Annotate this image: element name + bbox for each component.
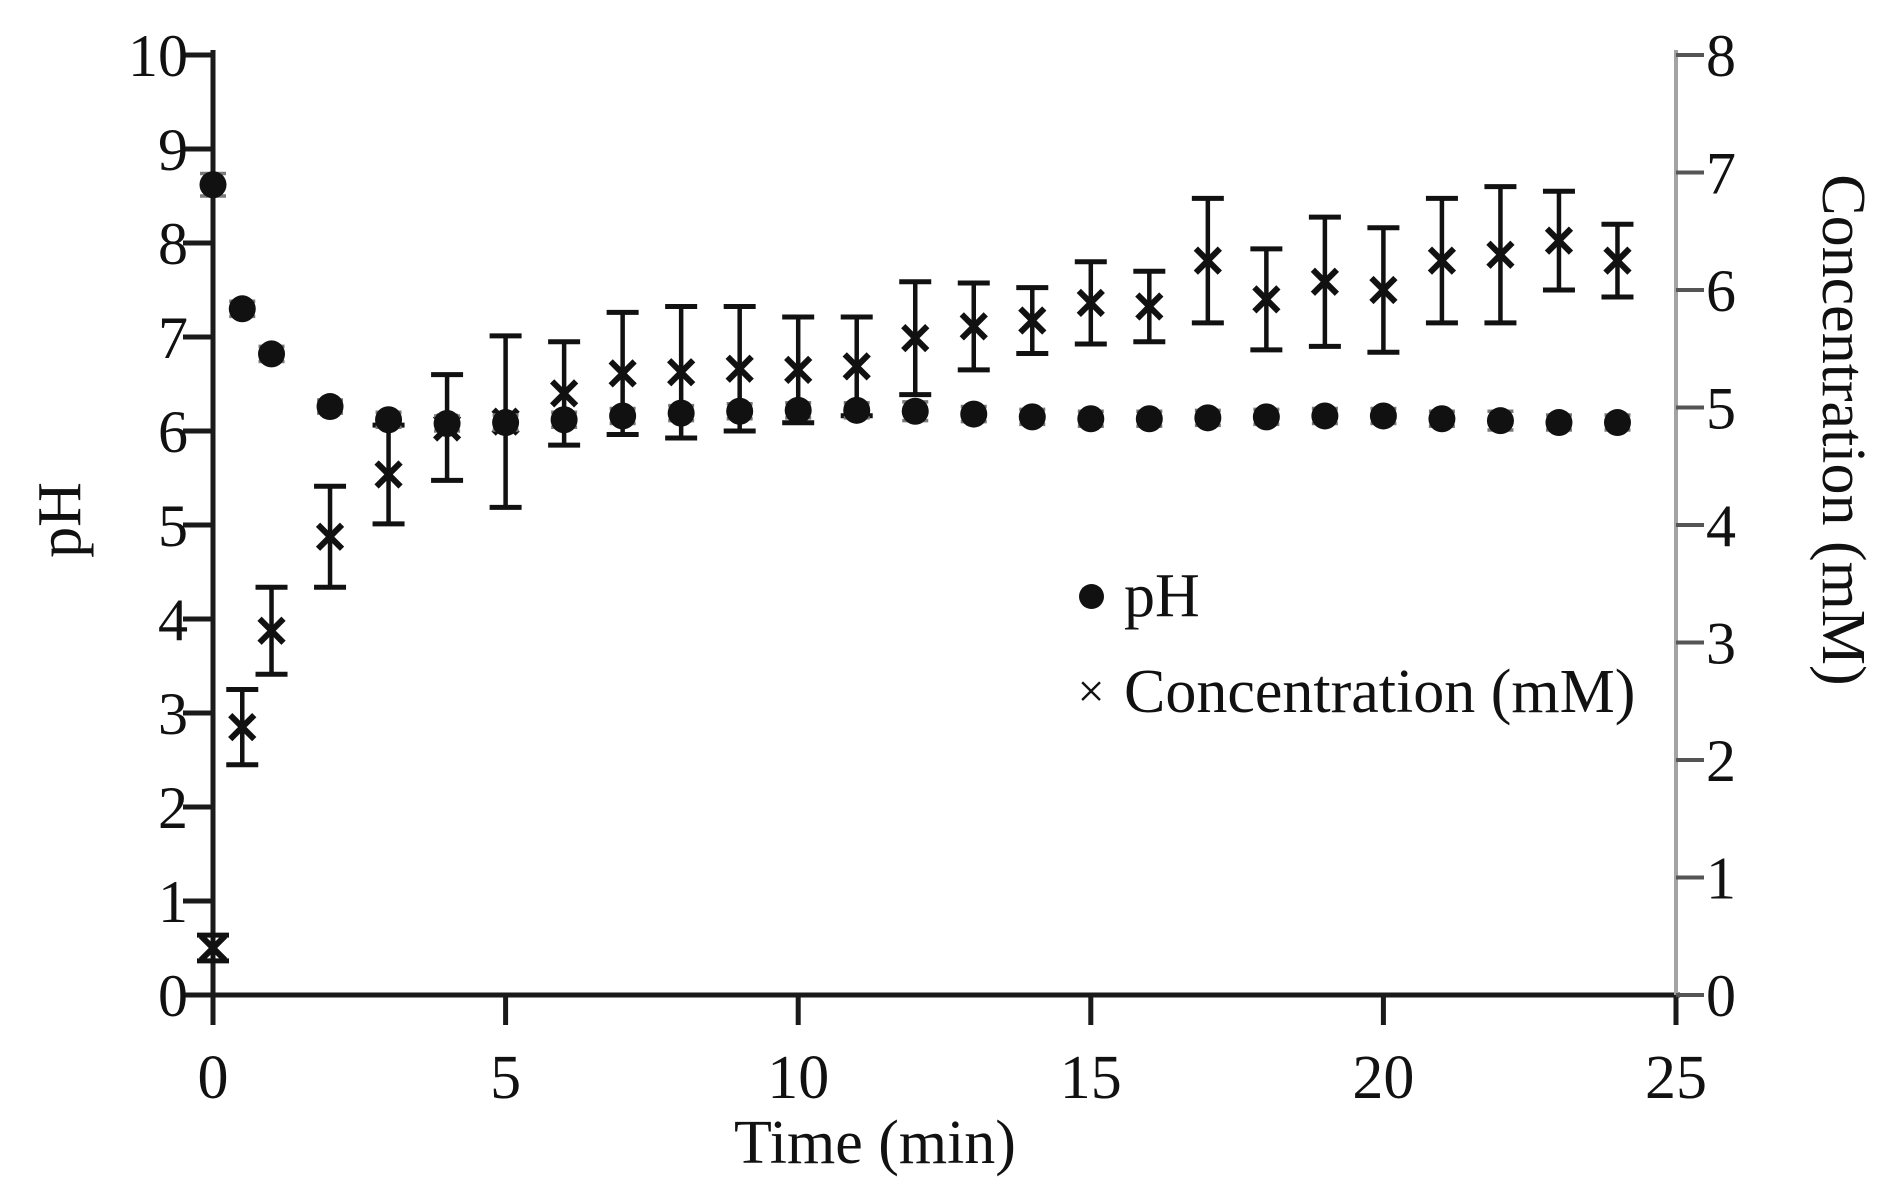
svg-text:5: 5 bbox=[158, 493, 188, 559]
svg-text:4: 4 bbox=[1706, 493, 1736, 559]
svg-text:0: 0 bbox=[1706, 963, 1736, 1029]
legend: pH × Concentration (mM) bbox=[1068, 560, 1635, 752]
circle-marker-icon bbox=[1068, 583, 1114, 609]
y-left-axis-title: pH bbox=[26, 482, 94, 558]
svg-text:25: 25 bbox=[1645, 1044, 1707, 1112]
svg-text:8: 8 bbox=[158, 211, 188, 277]
svg-text:4: 4 bbox=[158, 587, 188, 653]
svg-text:1: 1 bbox=[158, 869, 188, 935]
svg-text:1: 1 bbox=[1706, 846, 1736, 912]
legend-label-concentration: Concentration (mM) bbox=[1124, 657, 1636, 726]
svg-text:8: 8 bbox=[1706, 23, 1736, 89]
x-marker-icon: × bbox=[1077, 665, 1105, 718]
svg-text:7: 7 bbox=[158, 305, 188, 371]
legend-item-concentration: × Concentration (mM) bbox=[1068, 656, 1635, 728]
x-axis-title: Time (min) bbox=[734, 1109, 1016, 1177]
legend-label-ph: pH bbox=[1124, 561, 1200, 630]
svg-text:2: 2 bbox=[1706, 728, 1736, 794]
legend-item-ph: pH bbox=[1068, 560, 1635, 632]
svg-text:10: 10 bbox=[767, 1044, 829, 1112]
svg-text:5: 5 bbox=[490, 1044, 521, 1112]
svg-text:6: 6 bbox=[1706, 258, 1736, 324]
svg-text:0: 0 bbox=[158, 963, 188, 1029]
svg-text:6: 6 bbox=[158, 399, 188, 465]
svg-text:10: 10 bbox=[128, 23, 188, 89]
svg-text:2: 2 bbox=[158, 775, 188, 841]
svg-text:3: 3 bbox=[1706, 611, 1736, 677]
svg-text:15: 15 bbox=[1060, 1044, 1122, 1112]
svg-text:7: 7 bbox=[1706, 141, 1736, 207]
svg-text:5: 5 bbox=[1706, 376, 1736, 442]
svg-text:0: 0 bbox=[198, 1044, 229, 1112]
y-right-axis-title: Concentration (mM) bbox=[1809, 174, 1877, 686]
svg-text:9: 9 bbox=[158, 117, 188, 183]
svg-text:20: 20 bbox=[1352, 1044, 1414, 1112]
svg-text:3: 3 bbox=[158, 681, 188, 747]
